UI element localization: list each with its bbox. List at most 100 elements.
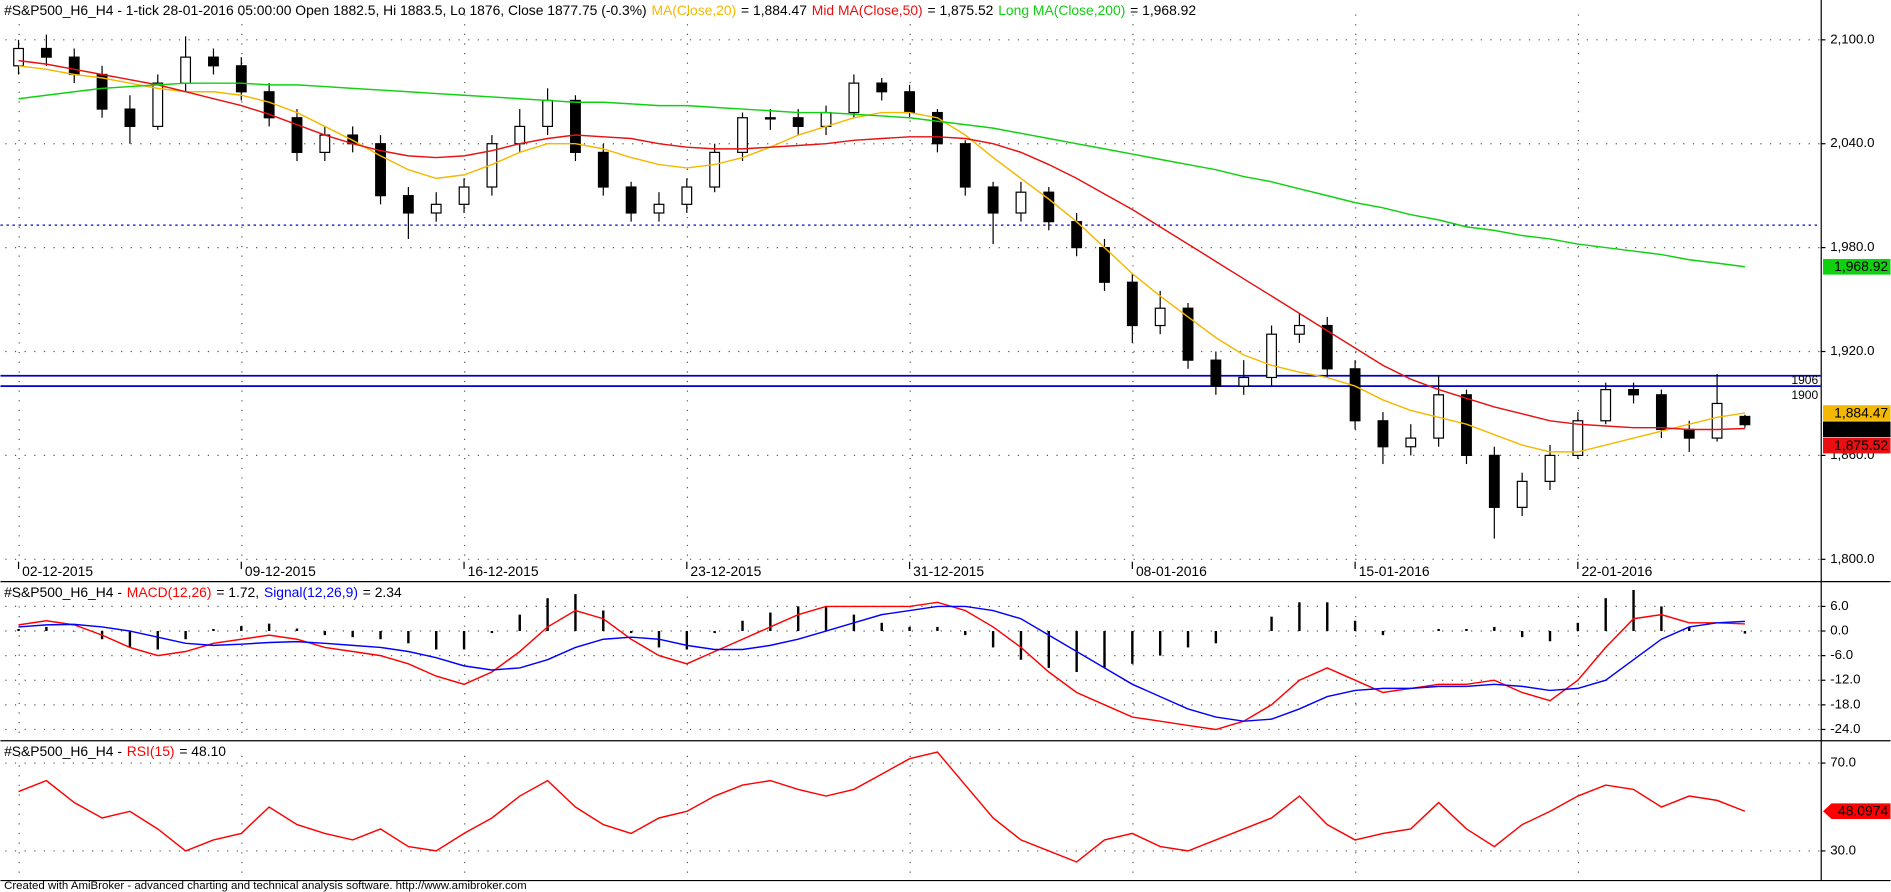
candle-body: [1349, 368, 1361, 422]
candle-body: [987, 186, 999, 214]
histogram-bar: [1632, 590, 1635, 632]
histogram-bar: [936, 626, 939, 632]
x-tick-label: 23-12-2015: [690, 563, 761, 579]
y-tick-label: -18.0: [1830, 696, 1860, 711]
moving-average-line: [18, 65, 1746, 453]
histogram-bar: [1604, 598, 1607, 632]
candle-body: [68, 56, 80, 76]
histogram-bar: [295, 628, 299, 632]
value-tag: [1823, 258, 1891, 275]
y-tick-label: -6.0: [1830, 647, 1853, 662]
histogram-bar: [1381, 631, 1385, 636]
histogram-bar: [462, 631, 466, 650]
candle-body: [430, 203, 442, 214]
histogram-bar: [1465, 628, 1468, 632]
candle-body: [764, 117, 776, 120]
candle-body: [931, 111, 943, 145]
x-tick-label: 16-12-2015: [468, 563, 539, 579]
histogram-bar: [379, 631, 382, 640]
y-tick-label: 30.0: [1830, 842, 1856, 857]
candle-body: [792, 117, 804, 128]
x-tick-label: 31-12-2015: [913, 563, 984, 579]
histogram-bar: [435, 631, 438, 650]
candle-body: [1377, 420, 1389, 448]
legend-name: MACD(12,26): [127, 584, 212, 600]
legend-value: = 1,884.47: [741, 2, 807, 18]
candle-body: [1210, 359, 1222, 387]
candle-body: [124, 108, 136, 128]
candle-body: [1238, 376, 1250, 387]
candle-body: [180, 56, 192, 84]
histogram-bar: [880, 622, 883, 632]
histogram-bar: [964, 631, 967, 636]
candle-body: [1572, 420, 1584, 457]
candle-body: [1182, 307, 1194, 361]
y-tick-label: 6.0: [1830, 598, 1848, 613]
candle-body: [1461, 394, 1472, 457]
panel-header: #S&P500_H6_H4 - RSI(15) = 48.10: [4, 743, 226, 759]
histogram-bar: [1576, 622, 1580, 632]
candle-body: [1293, 324, 1305, 335]
candle-body: [1600, 388, 1612, 422]
candle-body: [1655, 394, 1667, 431]
legend-value: = 1.72,: [216, 584, 259, 600]
legend-value: = 1,968.92: [1130, 2, 1196, 18]
candle-body: [319, 134, 331, 153]
candle-body: [597, 151, 609, 188]
candle-body: [13, 47, 24, 67]
candle-body: [959, 143, 971, 188]
candle-body: [1266, 333, 1277, 379]
candle-body: [625, 186, 637, 214]
candle-body: [208, 56, 219, 67]
histogram-bar: [713, 631, 716, 634]
histogram-bar: [741, 620, 744, 632]
footer: Created with AmiBroker - advanced charti…: [4, 880, 527, 892]
histogram-bar: [1743, 631, 1747, 634]
panel-header: #S&P500_H6_H4 - 1-tick 28-01-2016 05:00:…: [4, 2, 1196, 18]
legend-value: = 1,875.52: [928, 2, 994, 18]
histogram-bar: [490, 631, 494, 634]
indicator-line: [18, 751, 1746, 863]
indicator-line: [18, 605, 1745, 722]
y-tick-label: 1,980.0: [1830, 239, 1874, 254]
histogram-bar: [240, 626, 243, 632]
candle-body: [1516, 480, 1528, 508]
value-tag-label: 1,877.75: [1834, 421, 1888, 437]
histogram-bar: [1437, 628, 1440, 632]
candle-body: [375, 143, 386, 197]
legend-value: = 48.10: [179, 743, 226, 759]
candle-body: [152, 82, 164, 128]
candle-body: [96, 73, 108, 110]
candle-body: [514, 125, 526, 145]
histogram-bar: [1186, 631, 1190, 648]
histogram-bar: [184, 631, 187, 640]
histogram-bar: [796, 606, 800, 632]
x-tick-label: 15-01-2016: [1359, 563, 1430, 579]
x-tick-label: 22-01-2016: [1581, 563, 1652, 579]
histogram-bar: [212, 628, 215, 632]
histogram-bar: [1493, 626, 1496, 632]
value-tag: [1823, 803, 1891, 820]
candle-body: [402, 195, 414, 214]
candle-body: [1154, 307, 1166, 327]
y-tick-label: 70.0: [1830, 755, 1856, 770]
y-tick-label: -12.0: [1830, 672, 1860, 687]
histogram-bar: [323, 631, 327, 636]
y-tick-label: 1,800.0: [1830, 551, 1874, 566]
candle-body: [1015, 191, 1027, 214]
value-tag: [1823, 437, 1891, 454]
legend-value: = 2.34: [363, 584, 402, 600]
candle-body: [653, 203, 665, 214]
histogram-bar: [1158, 631, 1162, 656]
panel-title: #S&P500_H6_H4 -: [4, 584, 122, 600]
histogram-bar: [351, 631, 354, 638]
histogram-bar: [769, 612, 772, 632]
legend-name: MA(Close,20): [651, 2, 736, 18]
histogram-bar: [1548, 631, 1552, 642]
value-tag: [1823, 405, 1891, 421]
histogram-bar: [1353, 620, 1357, 632]
histogram-bar: [45, 626, 48, 632]
horizontal-line-label: 1906: [1791, 373, 1818, 387]
y-tick-label: 0.0: [1830, 623, 1848, 638]
